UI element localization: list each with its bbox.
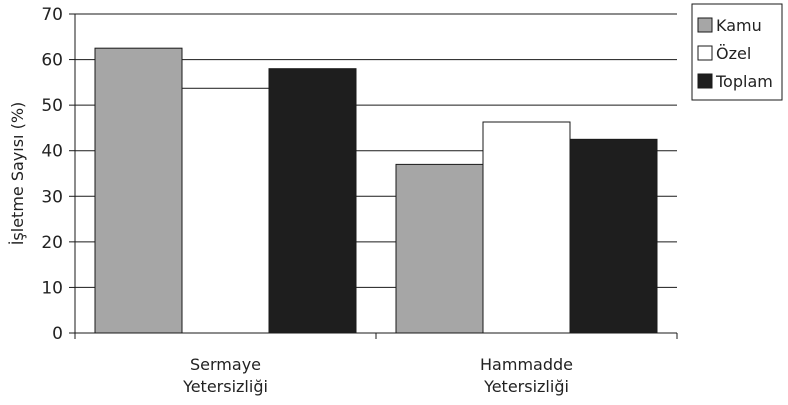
y-tick-labels: 0 10 20 30 40 50 60 70 xyxy=(41,5,63,344)
legend: Kamu Özel Toplam xyxy=(691,3,783,101)
legend-label-özel: Özel xyxy=(716,44,751,63)
legend-label-toplam: Toplam xyxy=(715,72,773,91)
y-tick-label: 60 xyxy=(41,51,63,71)
bar-kamu-1 xyxy=(94,47,183,334)
bar-özel-2 xyxy=(482,121,571,334)
x-category-label: Hammadde Yetersizliği xyxy=(480,355,573,396)
bars xyxy=(94,47,658,334)
bar-özel-1 xyxy=(181,87,270,334)
y-tick-label: 30 xyxy=(41,187,63,207)
y-tick-label: 10 xyxy=(41,278,63,298)
x-category-label: Sermaye Yetersizliği xyxy=(182,355,268,396)
category-labels: Sermaye Yetersizliği Hammadde Yetersizliği xyxy=(182,355,573,396)
legend-swatch-özel xyxy=(697,45,713,61)
y-tick-label: 70 xyxy=(41,5,63,25)
y-tick-label: 0 xyxy=(52,324,63,344)
legend-swatch-toplam xyxy=(697,73,713,89)
bar-kamu-2 xyxy=(395,163,484,334)
y-axis-label: İşletme Sayısı (%) xyxy=(8,102,27,246)
legend-swatch-kamu xyxy=(697,17,713,33)
legend-label-kamu: Kamu xyxy=(716,16,762,35)
y-tick-label: 50 xyxy=(41,96,63,116)
axes xyxy=(69,13,678,339)
y-tick-label: 40 xyxy=(41,142,63,162)
bar-toplam-2 xyxy=(569,138,658,334)
y-tick-label: 20 xyxy=(41,233,63,253)
bar-toplam-1 xyxy=(268,68,357,334)
